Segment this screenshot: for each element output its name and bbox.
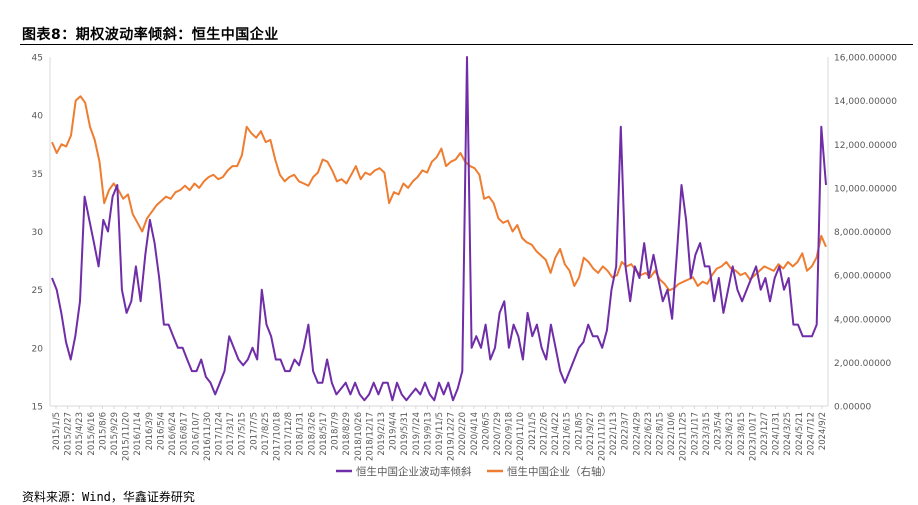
x-tick-label: 2020/6/5 bbox=[481, 412, 491, 450]
x-tick-label: 2020/9/18 bbox=[505, 412, 515, 456]
x-tick-label: 2022/1/13 bbox=[609, 412, 619, 456]
x-tick-label: 2015/1/5 bbox=[52, 412, 62, 450]
x-tick-label: 2021/6/15 bbox=[563, 412, 573, 456]
x-tick-label: 2019/2/13 bbox=[377, 412, 387, 456]
x-tick-label: 2017/8/25 bbox=[261, 412, 271, 456]
x-tick-label: 2015/2/27 bbox=[64, 412, 74, 456]
x-tick-label: 2022/8/15 bbox=[656, 412, 666, 456]
title-divider bbox=[20, 44, 913, 45]
x-tick-label: 2016/8/17 bbox=[180, 412, 190, 456]
x-tick-label: 2017/12/8 bbox=[284, 412, 294, 456]
series-lines bbox=[51, 56, 827, 402]
y-right-tick-label: 4,000.00000 bbox=[834, 315, 892, 325]
x-tick-label: 2020/11/10 bbox=[516, 412, 526, 461]
x-tick-label: 2023/1/17 bbox=[690, 412, 700, 456]
y-right-tick-label: 10,000.00000 bbox=[834, 184, 897, 194]
x-tick-label: 2022/3/7 bbox=[621, 412, 631, 450]
legend: 恒生中国企业波动率倾斜 恒生中国企业（右轴） bbox=[336, 465, 612, 478]
x-tick-label: 2021/11/19 bbox=[597, 412, 607, 461]
y-left-tick-label: 20 bbox=[32, 344, 44, 354]
x-tick-label: 2022/4/29 bbox=[632, 412, 642, 456]
y-right-tick-label: 16,000.00000 bbox=[834, 54, 897, 64]
x-tick-label: 2018/12/17 bbox=[365, 412, 375, 461]
x-tick-label: 2024/9/2 bbox=[818, 412, 828, 450]
x-tick-label: 2023/5/4 bbox=[714, 412, 724, 450]
source-note: 资料来源：Wind，华鑫证券研究 bbox=[22, 490, 195, 504]
x-tick-label: 2015/6/16 bbox=[87, 412, 97, 456]
y-left-tick-label: 45 bbox=[32, 54, 43, 64]
x-tick-label: 2018/3/26 bbox=[307, 412, 317, 456]
x-tick-label: 2015/11/20 bbox=[122, 412, 132, 461]
x-tick-label: 2017/10/18 bbox=[273, 412, 283, 461]
x-tick-label: 2016/5/4 bbox=[156, 412, 166, 450]
y-left-tick-label: 30 bbox=[32, 228, 44, 238]
y-right-tick-label: 6,000.00000 bbox=[834, 272, 892, 282]
x-tick-label: 2023/6/23 bbox=[725, 412, 735, 456]
x-tick-label: 2019/9/13 bbox=[423, 412, 433, 456]
y-left-tick-label: 35 bbox=[32, 170, 43, 180]
x-tick-label: 2021/1/5 bbox=[528, 412, 538, 450]
y-right-tick-label: 14,000.00000 bbox=[834, 97, 897, 107]
y-left-tick-label: 25 bbox=[32, 286, 43, 296]
series-line-skew bbox=[51, 56, 827, 402]
x-tick-label: 2018/1/31 bbox=[296, 412, 306, 456]
x-tick-label: 2020/2/20 bbox=[458, 412, 468, 456]
axes: 15 20 25 30 35 40 45 0.00000 2,000.00000 4,000.00… bbox=[32, 54, 898, 462]
x-tick-label: 2019/12/27 bbox=[447, 412, 457, 461]
x-tick-label: 2022/10/6 bbox=[667, 412, 677, 456]
y-right-tick-label: 12,000.00000 bbox=[834, 141, 897, 151]
x-tick-label: 2023/10/17 bbox=[748, 412, 758, 461]
x-tick-label: 2018/8/29 bbox=[342, 412, 352, 456]
x-tick-label: 2015/8/6 bbox=[98, 412, 108, 450]
x-tick-label: 2019/4/4 bbox=[389, 412, 399, 450]
x-tick-label: 2016/3/9 bbox=[145, 412, 155, 450]
legend-label-skew: 恒生中国企业波动率倾斜 bbox=[356, 465, 472, 478]
x-tick-label: 2016/1/14 bbox=[133, 412, 143, 456]
x-tick-label: 2024/5/21 bbox=[795, 412, 805, 456]
x-tick-label: 2021/2/26 bbox=[539, 412, 549, 456]
chart-title: 图表8：期权波动率倾斜：恒生中国企业 bbox=[22, 27, 279, 43]
y-right-tick-label: 0.00000 bbox=[834, 403, 871, 413]
x-tick-label: 2016/11/30 bbox=[203, 412, 213, 461]
x-tick-label: 2019/5/31 bbox=[400, 412, 410, 456]
y-right-tick-label: 2,000.00000 bbox=[834, 359, 892, 369]
series-line-index bbox=[51, 95, 827, 292]
x-tick-label: 2017/1/24 bbox=[214, 412, 224, 456]
x-tick-label: 2023/12/7 bbox=[760, 412, 770, 456]
x-tick-label: 2015/4/23 bbox=[75, 412, 85, 456]
x-tick-label: 2019/7/24 bbox=[412, 412, 422, 456]
y-left-tick-label: 40 bbox=[32, 112, 44, 122]
x-tick-label: 2022/11/25 bbox=[679, 412, 689, 461]
x-tick-label: 2021/4/22 bbox=[551, 412, 561, 456]
x-tick-label: 2015/9/29 bbox=[110, 412, 120, 456]
y-left-tick-label: 15 bbox=[32, 403, 43, 413]
x-tick-label: 2024/3/25 bbox=[783, 412, 793, 456]
x-tick-label: 2020/4/14 bbox=[470, 412, 480, 456]
x-tick-label: 2016/6/24 bbox=[168, 412, 178, 456]
x-tick-label: 2021/8/5 bbox=[574, 412, 584, 450]
x-tick-label: 2021/9/27 bbox=[586, 412, 596, 456]
x-tick-label: 2018/10/26 bbox=[354, 412, 364, 461]
x-tick-label: 2023/3/15 bbox=[702, 412, 712, 456]
x-tick-label: 2020/7/29 bbox=[493, 412, 503, 456]
legend-label-index: 恒生中国企业（右轴） bbox=[507, 465, 612, 478]
x-tick-label: 2019/11/5 bbox=[435, 412, 445, 456]
x-tick-label: 2017/7/5 bbox=[249, 412, 259, 450]
x-tick-label: 2023/8/15 bbox=[737, 412, 747, 456]
x-tick-label: 2018/7/9 bbox=[331, 412, 341, 450]
x-tick-label: 2018/5/17 bbox=[319, 412, 329, 456]
x-tick-label: 2024/7/12 bbox=[806, 412, 816, 456]
x-tick-label: 2022/6/23 bbox=[644, 412, 654, 456]
x-tick-label: 2017/5/15 bbox=[238, 412, 248, 456]
x-tick-label: 2017/3/17 bbox=[226, 412, 236, 456]
y-right-tick-label: 8,000.00000 bbox=[834, 228, 892, 238]
x-tick-label: 2016/10/7 bbox=[191, 412, 201, 456]
x-tick-label: 2024/1/31 bbox=[772, 412, 782, 456]
